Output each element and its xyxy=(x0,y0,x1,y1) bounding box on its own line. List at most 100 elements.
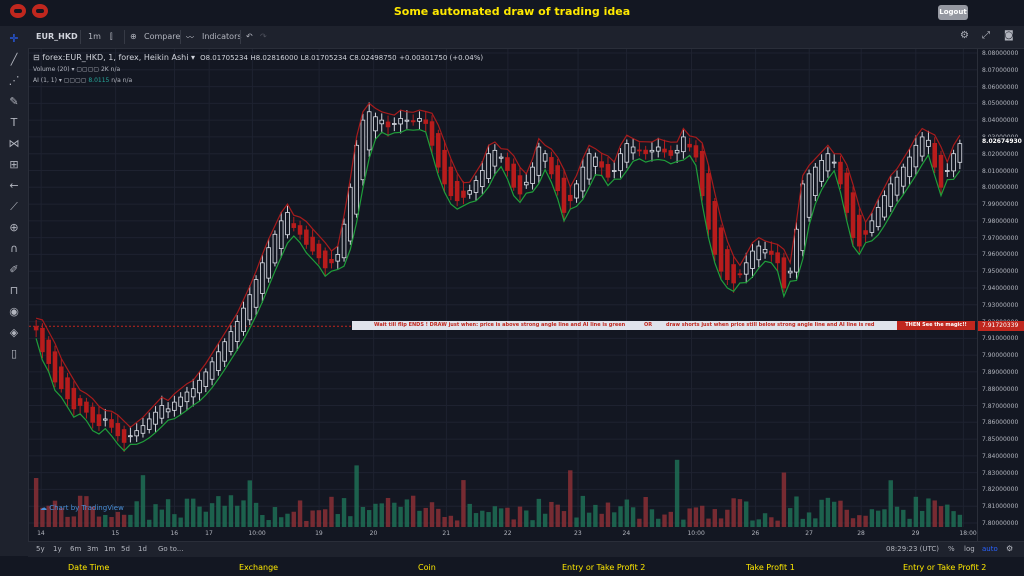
legend-series[interactable]: forex:EUR_HKD, 1, forex, Heikin Ashi xyxy=(42,53,189,62)
fib-icon[interactable]: ⋰ xyxy=(8,74,20,87)
indicators-button[interactable]: Indicators xyxy=(202,32,242,41)
tradingview-watermark[interactable]: ☁ Chart by TradingView xyxy=(40,504,124,512)
fullscreen-icon[interactable]: ⤢ xyxy=(982,30,990,41)
ruler-icon[interactable]: ⟋ xyxy=(10,200,18,213)
price-label: 7.91000000 xyxy=(982,335,1019,343)
candle-body xyxy=(379,119,385,125)
percent-toggle[interactable]: % xyxy=(948,545,955,553)
footer-column: Entry or Take Profit 2 xyxy=(562,563,646,572)
axis-settings-icon[interactable]: ⚙ xyxy=(1006,544,1014,553)
lock-icon[interactable]: ⊓ xyxy=(9,284,19,297)
range-button-5y[interactable]: 5y xyxy=(36,545,45,553)
time-label: 20 xyxy=(369,530,378,537)
settings-icon[interactable]: ⚙ xyxy=(960,30,969,41)
collapse-icon[interactable]: ⊟ xyxy=(33,53,40,62)
volume-bar xyxy=(304,520,309,527)
candle-body xyxy=(46,339,51,364)
range-button-3m[interactable]: 3m xyxy=(87,545,99,553)
log-toggle[interactable]: log xyxy=(964,545,975,553)
range-button-5d[interactable]: 5d xyxy=(121,545,130,553)
toolbar-divider xyxy=(240,30,241,44)
range-button-6m[interactable]: 6m xyxy=(70,545,82,553)
auto-toggle[interactable]: auto xyxy=(982,545,998,553)
candle-body xyxy=(938,154,944,188)
compare-icon[interactable]: ⊕ xyxy=(130,32,137,41)
volume-label[interactable]: Volume (20) xyxy=(33,66,70,73)
chart-area[interactable] xyxy=(29,49,977,541)
price-axis[interactable]: 8.08000000 8.07000000 8.06000000 8.05000000… xyxy=(977,49,1024,541)
dropdown-icon[interactable]: ▾ xyxy=(190,53,195,62)
candle-body xyxy=(875,207,881,228)
candle-body xyxy=(121,429,127,443)
volume-bar xyxy=(524,510,529,527)
pencil-lock-icon[interactable]: ✐ xyxy=(9,263,19,276)
redo-icon[interactable]: ↷ xyxy=(260,32,267,41)
volume-bar xyxy=(700,505,705,527)
candle-body xyxy=(184,391,190,403)
symbol-selector[interactable]: EUR_HKD xyxy=(36,32,78,41)
volume-bar xyxy=(197,506,202,527)
candle-body xyxy=(750,250,755,269)
volume-bar xyxy=(442,516,447,527)
layers-icon[interactable]: ◈ xyxy=(9,326,19,339)
range-button-1d[interactable]: 1d xyxy=(138,545,147,553)
magnet-icon[interactable]: ∩ xyxy=(9,242,19,255)
trend-line-icon[interactable]: ╱ xyxy=(10,53,18,66)
volume-bar xyxy=(121,514,127,527)
volume-bar xyxy=(838,500,843,527)
camera-icon[interactable]: ◙ xyxy=(1004,30,1014,41)
candle-body xyxy=(52,351,58,383)
candle-body xyxy=(492,149,498,167)
chart-style-icon[interactable]: ⫿ xyxy=(110,32,113,41)
time-axis[interactable]: 14 15 16 17 10:00 19 20 21 22 23 24 10:00 26 27 28 29 18… xyxy=(29,528,977,540)
price-chart[interactable] xyxy=(29,49,977,541)
volume-bar xyxy=(945,504,950,527)
prediction-icon[interactable]: ⊞ xyxy=(9,158,19,171)
undo-icon[interactable]: ↶ xyxy=(246,32,253,41)
logout-button[interactable]: Logout xyxy=(938,5,968,20)
volume-bar xyxy=(140,475,146,527)
candle-body xyxy=(310,236,315,252)
range-button-1m[interactable]: 1m xyxy=(104,545,116,553)
volume-bar xyxy=(938,506,944,527)
candle-body xyxy=(71,387,77,410)
footer-column: Take Profit 1 xyxy=(746,563,795,572)
candle-body xyxy=(605,164,611,178)
volume-bar xyxy=(398,506,403,527)
price-label: 7.87000000 xyxy=(982,402,1019,410)
crosshair-icon[interactable]: ✛ xyxy=(9,32,19,45)
indicators-icon[interactable]: 〰 xyxy=(186,33,194,42)
candle-body xyxy=(593,156,598,167)
back-arrow-icon[interactable]: ← xyxy=(9,179,19,192)
range-button-1y[interactable]: 1y xyxy=(53,545,62,553)
volume-bar xyxy=(863,515,868,527)
volume-bar xyxy=(536,498,542,527)
compare-button[interactable]: Compare xyxy=(144,32,181,41)
candle-body xyxy=(203,371,209,387)
interval-selector[interactable]: 1m xyxy=(88,32,101,41)
candle-body xyxy=(429,121,435,146)
candle-body xyxy=(919,136,925,157)
candle-body xyxy=(498,156,504,159)
goto-button[interactable]: Go to... xyxy=(158,545,184,553)
candle-body xyxy=(844,172,850,213)
candle-body xyxy=(172,401,177,411)
watermark-text[interactable]: Chart by TradingView xyxy=(49,504,124,512)
candle-body xyxy=(731,264,736,284)
brush-icon[interactable]: ✎ xyxy=(9,95,19,108)
price-label: 7.85000000 xyxy=(982,436,1019,444)
volume-bar xyxy=(643,497,648,527)
zoom-in-icon[interactable]: ⊕ xyxy=(9,221,19,234)
trash-icon[interactable]: ▯ xyxy=(10,347,18,360)
pattern-icon[interactable]: ⋈ xyxy=(8,137,20,150)
time-label: 16 xyxy=(170,530,179,537)
ai-label[interactable]: AI (1, 1) xyxy=(33,77,57,84)
text-icon[interactable]: T xyxy=(10,116,18,129)
candle-body xyxy=(505,157,510,171)
candle-body xyxy=(624,143,630,163)
volume-bar xyxy=(216,496,221,527)
candle-body xyxy=(360,119,366,181)
eye-icon[interactable]: ◉ xyxy=(9,305,19,318)
volume-bar xyxy=(84,496,89,527)
price-label: 7.82000000 xyxy=(982,486,1019,494)
